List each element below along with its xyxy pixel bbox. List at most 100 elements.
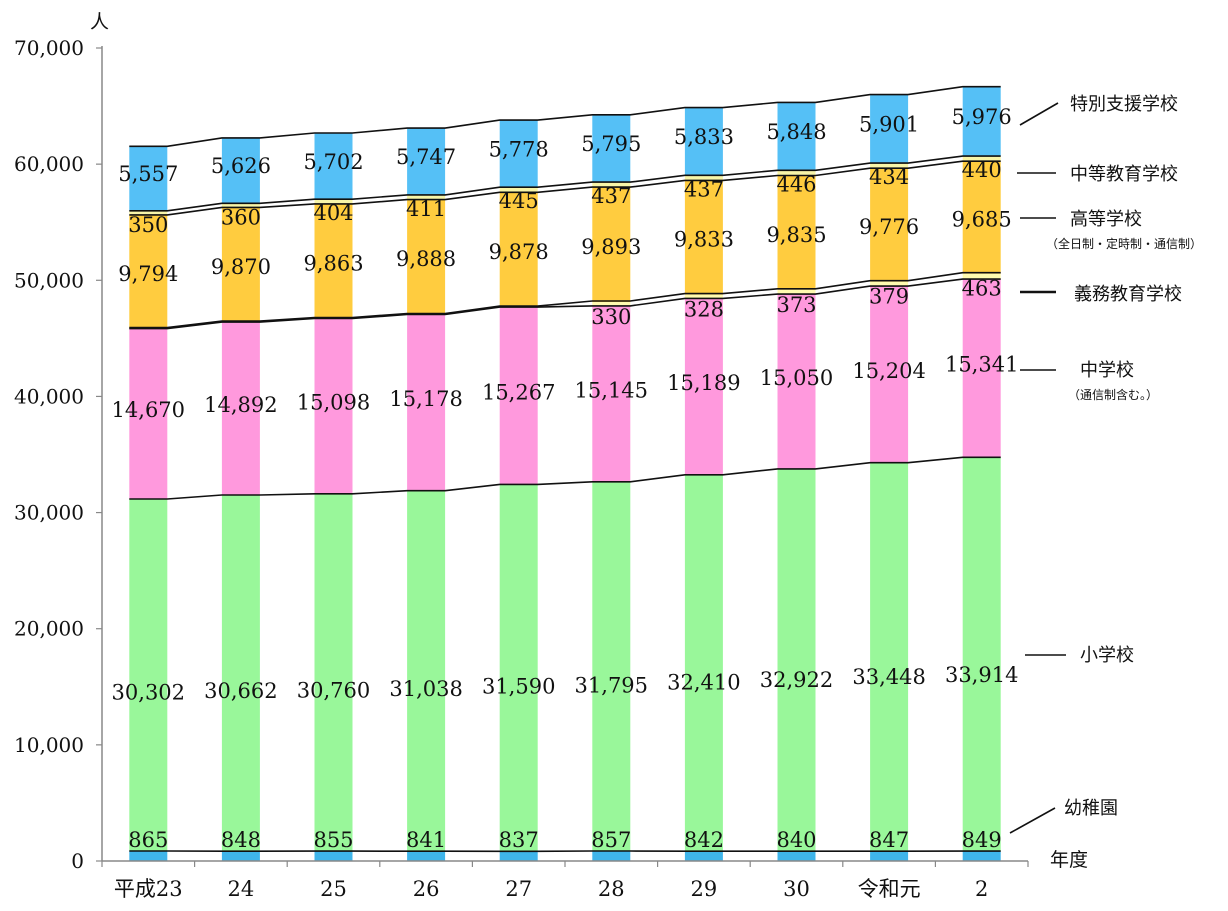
label-elementary-3: 31,038 bbox=[389, 677, 462, 701]
x-tick-label-8: 令和元 bbox=[858, 877, 921, 901]
label-kindergarten-0: 865 bbox=[128, 828, 168, 852]
label-chuto-6: 437 bbox=[684, 177, 724, 201]
label-juniorhigh-7: 15,050 bbox=[760, 366, 833, 390]
label-chuto-4: 445 bbox=[499, 189, 539, 213]
y-tick-label-0: 0 bbox=[71, 849, 84, 873]
label-gimu-7: 373 bbox=[776, 293, 816, 317]
label-highschool-3: 9,888 bbox=[396, 247, 456, 271]
label-chuto-7: 446 bbox=[776, 172, 816, 196]
y-axis-unit: 人 bbox=[90, 11, 109, 33]
label-juniorhigh-3: 15,178 bbox=[389, 387, 462, 411]
label-gimu-9: 463 bbox=[962, 277, 1002, 301]
label-juniorhigh-8: 15,204 bbox=[852, 359, 925, 383]
label-tokubetsu-7: 5,848 bbox=[766, 120, 826, 144]
label-gimu-8: 379 bbox=[869, 285, 909, 309]
bar-1-2 bbox=[315, 494, 353, 851]
label-juniorhigh-1: 14,892 bbox=[204, 393, 277, 417]
label-kindergarten-3: 841 bbox=[406, 828, 446, 852]
bar-0-4 bbox=[500, 851, 538, 861]
label-juniorhigh-9: 15,341 bbox=[945, 353, 1018, 377]
x-axis-unit: 年度 bbox=[1050, 849, 1088, 871]
bar-0-1 bbox=[222, 851, 260, 861]
label-highschool-8: 9,776 bbox=[859, 215, 919, 239]
bar-1-4 bbox=[500, 484, 538, 851]
bar-1-0 bbox=[129, 499, 167, 851]
bar-0-2 bbox=[315, 851, 353, 861]
line-elementary-top bbox=[129, 457, 1000, 499]
label-kindergarten-6: 842 bbox=[684, 828, 724, 852]
label-kindergarten-1: 848 bbox=[221, 828, 261, 852]
label-gimu-5: 330 bbox=[591, 305, 631, 329]
label-elementary-7: 32,922 bbox=[760, 668, 833, 692]
label-kindergarten-8: 847 bbox=[869, 828, 909, 852]
label-highschool-9: 9,685 bbox=[952, 207, 1012, 231]
label-elementary-9: 33,914 bbox=[945, 663, 1018, 687]
label-highschool-2: 9,863 bbox=[303, 251, 363, 275]
label-kindergarten-7: 840 bbox=[776, 828, 816, 852]
legend-label-2: 中学校 bbox=[1080, 360, 1134, 381]
x-tick-label-3: 26 bbox=[413, 877, 440, 901]
label-elementary-4: 31,590 bbox=[482, 675, 555, 699]
label-elementary-0: 30,302 bbox=[112, 681, 185, 705]
legend-leader-6 bbox=[1020, 103, 1058, 125]
bar-0-5 bbox=[592, 851, 630, 861]
label-juniorhigh-6: 15,189 bbox=[667, 371, 740, 395]
label-kindergarten-9: 849 bbox=[962, 828, 1002, 852]
label-juniorhigh-2: 15,098 bbox=[297, 391, 370, 415]
label-juniorhigh-0: 14,670 bbox=[112, 398, 185, 422]
bar-1-9 bbox=[963, 457, 1001, 851]
legend-note-2: （通信制含む。） bbox=[1068, 387, 1158, 402]
x-tick-label-2: 25 bbox=[320, 877, 347, 901]
bar-1-3 bbox=[407, 491, 445, 851]
bar-0-7 bbox=[778, 851, 816, 861]
label-highschool-4: 9,878 bbox=[489, 240, 549, 264]
x-tick-label-1: 24 bbox=[228, 877, 255, 901]
legend-note-4: （全日制・定時制・通信制） bbox=[1046, 236, 1202, 251]
label-juniorhigh-5: 15,145 bbox=[575, 378, 648, 402]
x-tick-label-7: 30 bbox=[783, 877, 810, 901]
legend-label-5: 中等教育学校 bbox=[1070, 164, 1178, 185]
x-tick-label-4: 27 bbox=[505, 877, 532, 901]
label-elementary-2: 30,760 bbox=[297, 678, 370, 702]
label-chuto-2: 404 bbox=[313, 201, 353, 225]
bar-0-0 bbox=[129, 851, 167, 861]
bar-1-8 bbox=[870, 463, 908, 851]
y-tick-label-2: 20,000 bbox=[14, 617, 84, 641]
bar-0-8 bbox=[870, 851, 908, 861]
label-highschool-1: 9,870 bbox=[211, 255, 271, 279]
x-tick-label-0: 平成23 bbox=[114, 877, 183, 901]
label-tokubetsu-2: 5,702 bbox=[303, 150, 363, 174]
legend-label-1: 小学校 bbox=[1080, 645, 1134, 666]
label-tokubetsu-1: 5,626 bbox=[211, 154, 271, 178]
label-highschool-7: 9,835 bbox=[766, 223, 826, 247]
legend-label-3: 義務教育学校 bbox=[1074, 284, 1182, 305]
y-tick-label-7: 70,000 bbox=[14, 36, 84, 60]
legend-layer: 特別支援学校中等教育学校高等学校（全日制・定時制・通信制）義務教育学校中学校（通… bbox=[1010, 94, 1202, 833]
label-tokubetsu-0: 5,557 bbox=[118, 162, 178, 186]
legend-leader-0 bbox=[1010, 808, 1055, 833]
x-tick-label-5: 28 bbox=[598, 877, 625, 901]
label-elementary-6: 32,410 bbox=[667, 670, 740, 694]
connector-lines-layer bbox=[129, 87, 1000, 852]
label-chuto-0: 350 bbox=[128, 213, 168, 237]
label-elementary-5: 31,795 bbox=[575, 673, 648, 697]
label-kindergarten-4: 837 bbox=[499, 828, 539, 852]
legend-label-4: 高等学校 bbox=[1070, 209, 1142, 230]
label-tokubetsu-5: 5,795 bbox=[581, 132, 641, 156]
label-chuto-5: 437 bbox=[591, 184, 631, 208]
label-tokubetsu-4: 5,778 bbox=[489, 137, 549, 161]
label-highschool-0: 9,794 bbox=[118, 262, 178, 286]
y-tick-label-5: 50,000 bbox=[14, 268, 84, 292]
legend-label-0: 幼稚園 bbox=[1064, 798, 1118, 819]
x-tick-label-6: 29 bbox=[691, 877, 718, 901]
bar-0-3 bbox=[407, 851, 445, 861]
label-gimu-6: 328 bbox=[684, 298, 724, 322]
label-tokubetsu-8: 5,901 bbox=[859, 113, 919, 137]
label-juniorhigh-4: 15,267 bbox=[482, 380, 555, 404]
label-elementary-8: 33,448 bbox=[852, 665, 925, 689]
label-highschool-6: 9,833 bbox=[674, 228, 734, 252]
label-chuto-1: 360 bbox=[221, 205, 261, 229]
bar-0-9 bbox=[963, 851, 1001, 861]
